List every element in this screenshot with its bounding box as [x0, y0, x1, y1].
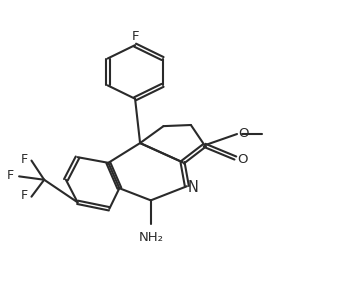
Text: NH₂: NH₂ — [138, 231, 163, 245]
Text: F: F — [21, 189, 28, 202]
Text: O: O — [238, 127, 248, 140]
Text: F: F — [21, 153, 28, 166]
Text: F: F — [7, 169, 14, 182]
Text: O: O — [237, 153, 247, 166]
Text: N: N — [187, 180, 198, 195]
Text: F: F — [131, 30, 139, 42]
